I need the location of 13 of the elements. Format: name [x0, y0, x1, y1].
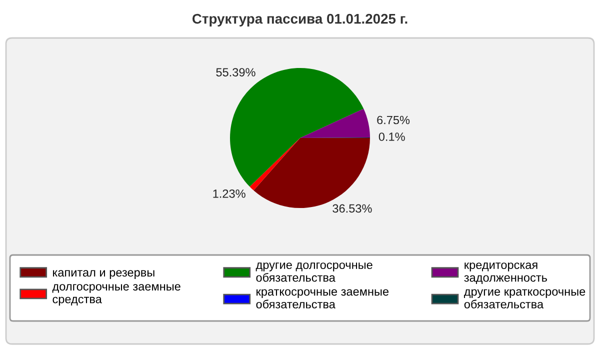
data-label: 6.75% — [377, 116, 410, 124]
legend-label: краткосрочные заемные обязательства — [256, 289, 389, 308]
legend-label: другие долгосрочные обязательства — [256, 262, 372, 282]
legend-label: капитал и резервы — [53, 270, 154, 279]
data-label: 55.39% — [216, 68, 256, 76]
data-label: 1.23% — [213, 189, 246, 198]
data-label: 0.1% — [378, 132, 405, 141]
data-label: 36.53% — [332, 204, 372, 213]
pie-slice — [300, 108, 370, 138]
pie-slice — [250, 138, 300, 190]
legend-label: другие краткосрочные обязательства — [464, 289, 586, 308]
chart-title: Структура пассива 01.01.2025 г. — [192, 14, 408, 26]
legend-label: долгосрочные заемные средства — [52, 284, 180, 306]
